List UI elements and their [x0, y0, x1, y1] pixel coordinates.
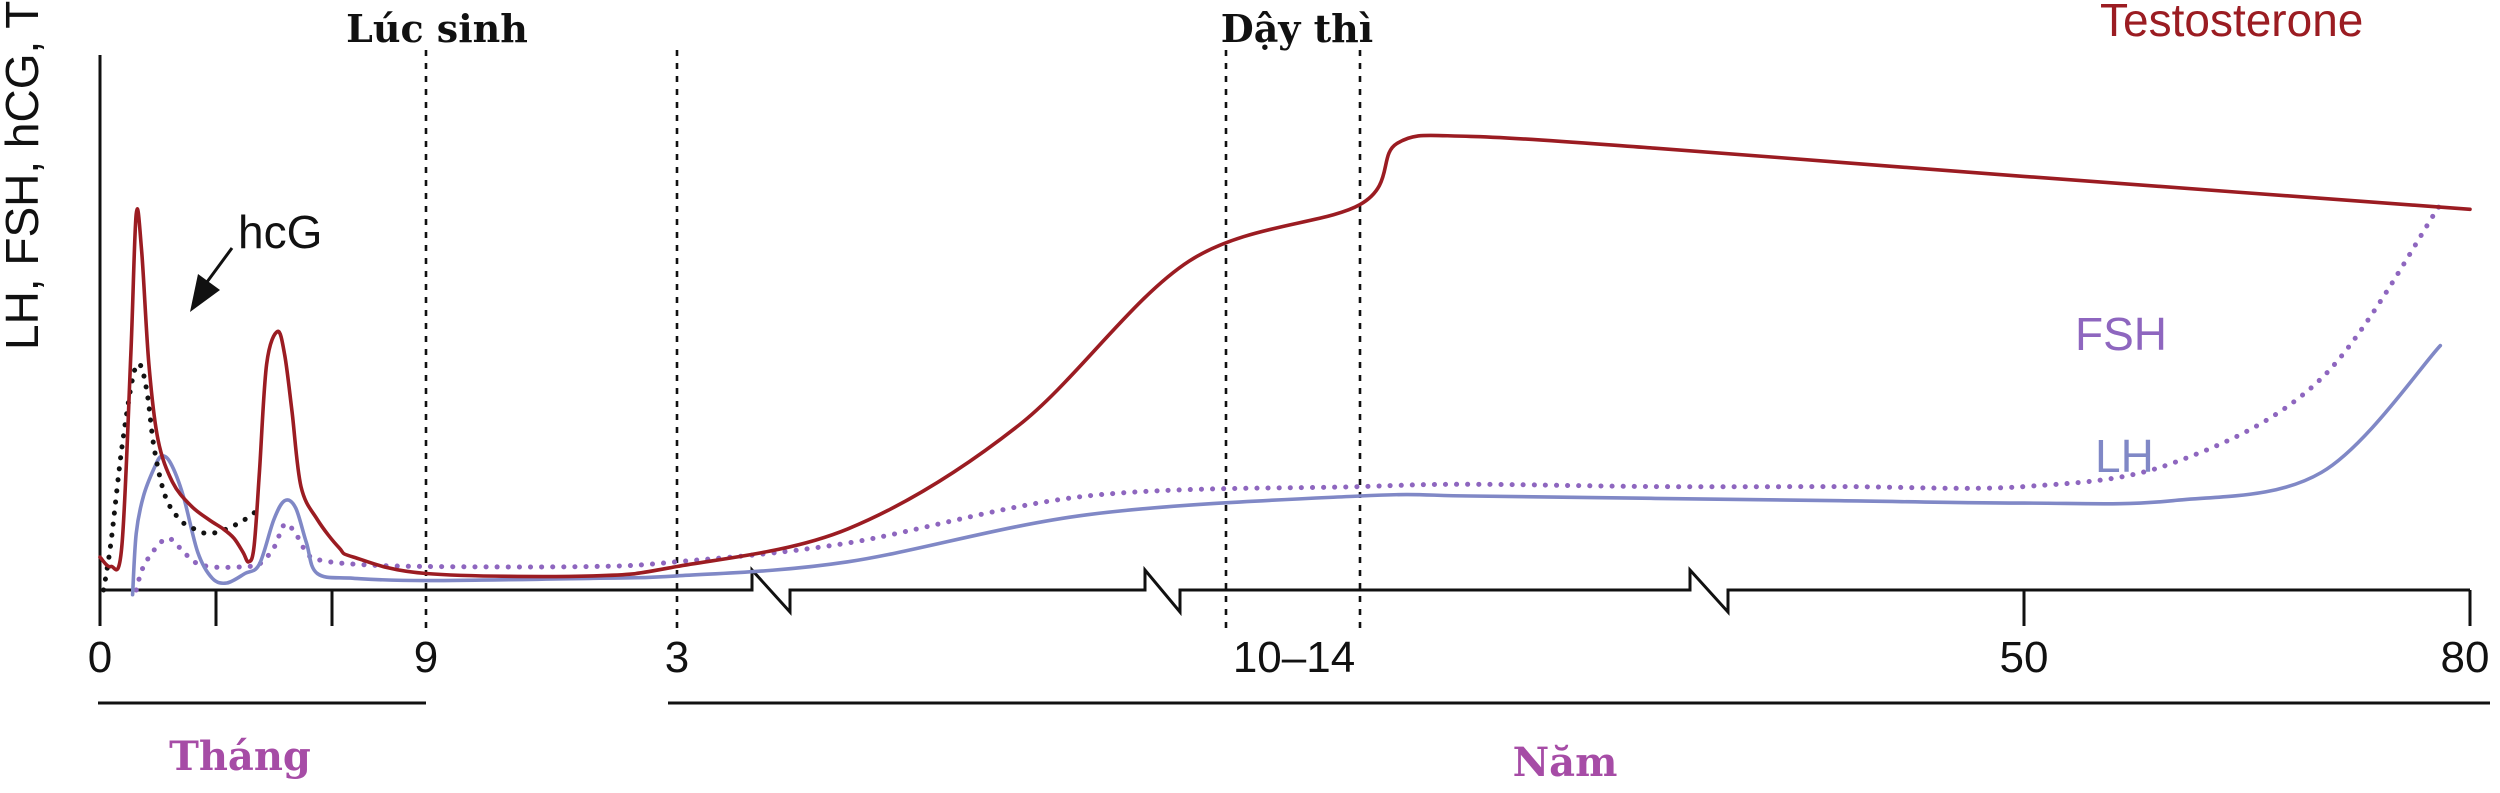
tick-label-50: 50 [2000, 633, 2049, 682]
series-label-hcg: hcG [238, 206, 322, 258]
event-label-birth: Lúc sinh [346, 6, 528, 51]
event-guides [424, 50, 1362, 630]
series-label-fsh: FSH [2075, 308, 2167, 360]
tick-label-0: 0 [88, 633, 112, 682]
tick-label-10-14: 10–14 [1233, 633, 1355, 682]
y-axis-label: LH, FSH, hCG, T [0, 1, 48, 350]
event-label-puberty: Dậy thì [1221, 6, 1374, 51]
series-line-fsh [133, 202, 2443, 593]
series-label-lh: LH [2095, 430, 2154, 482]
period-label-years: Năm [1513, 739, 1618, 786]
tick-label-80: 80 [2441, 633, 2490, 682]
series-group [98, 133, 2472, 597]
tick-label-9: 9 [414, 633, 438, 682]
series-line-testosterone [98, 133, 2472, 579]
hcg-arrow-head [190, 274, 220, 312]
axes [98, 55, 2490, 705]
series-label-testosterone: Testosterone [2100, 0, 2363, 46]
x-axis-line [100, 565, 2470, 617]
tick-label-3: 3 [665, 633, 689, 682]
hcg-arrow-shaft [205, 247, 234, 283]
period-label-months: Tháng [169, 733, 311, 780]
